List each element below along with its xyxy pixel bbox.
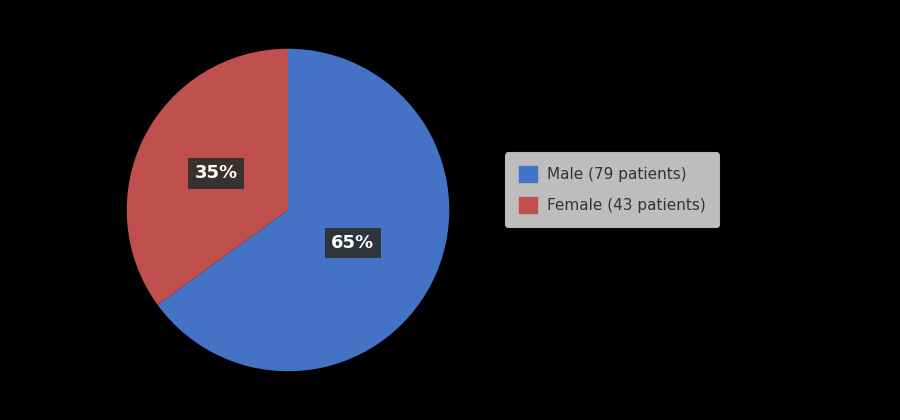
Text: 65%: 65%	[331, 234, 374, 252]
Wedge shape	[127, 49, 288, 305]
Wedge shape	[158, 49, 449, 371]
Legend: Male (79 patients), Female (43 patients): Male (79 patients), Female (43 patients)	[505, 152, 719, 227]
Text: 35%: 35%	[194, 164, 238, 182]
